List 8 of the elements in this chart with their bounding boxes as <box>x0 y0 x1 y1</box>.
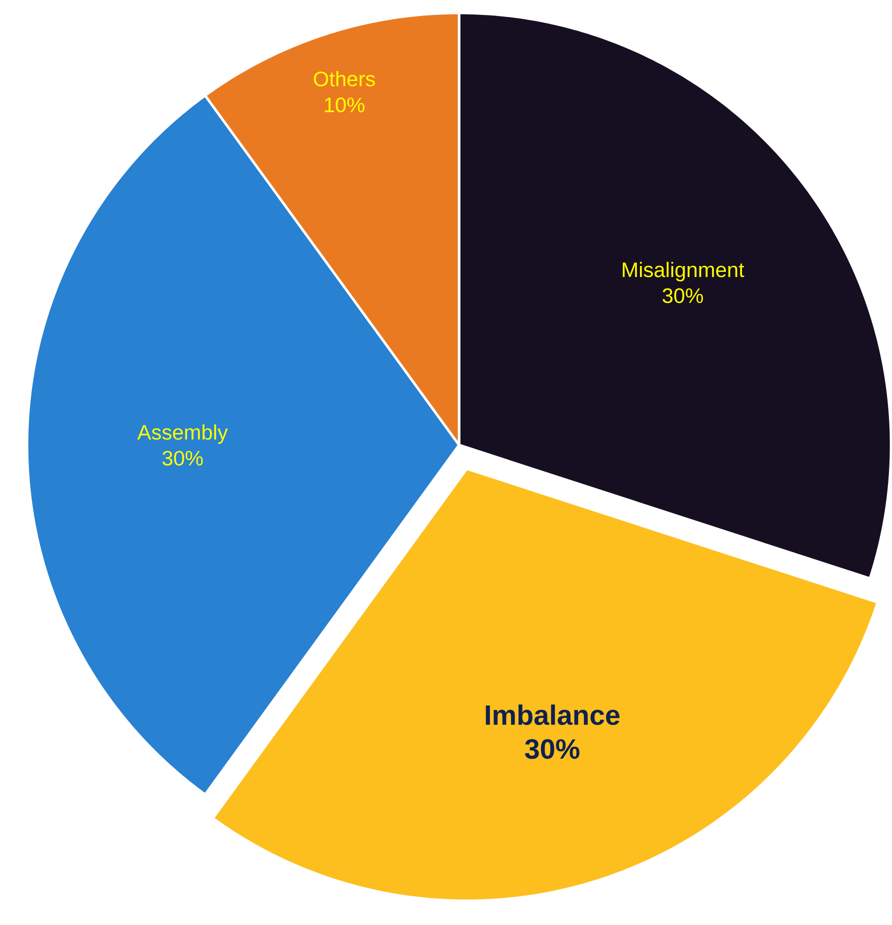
slice-label: Imbalance <box>486 704 620 725</box>
data-label: 30% <box>524 739 580 759</box>
data-label: 30% <box>162 450 203 466</box>
slice-label: Others <box>314 71 375 86</box>
data-label: 10% <box>324 97 364 112</box>
slice-label: Assembly <box>137 424 228 444</box>
slice-label: Misalignment <box>622 262 744 282</box>
data-label: 30% <box>662 288 703 304</box>
